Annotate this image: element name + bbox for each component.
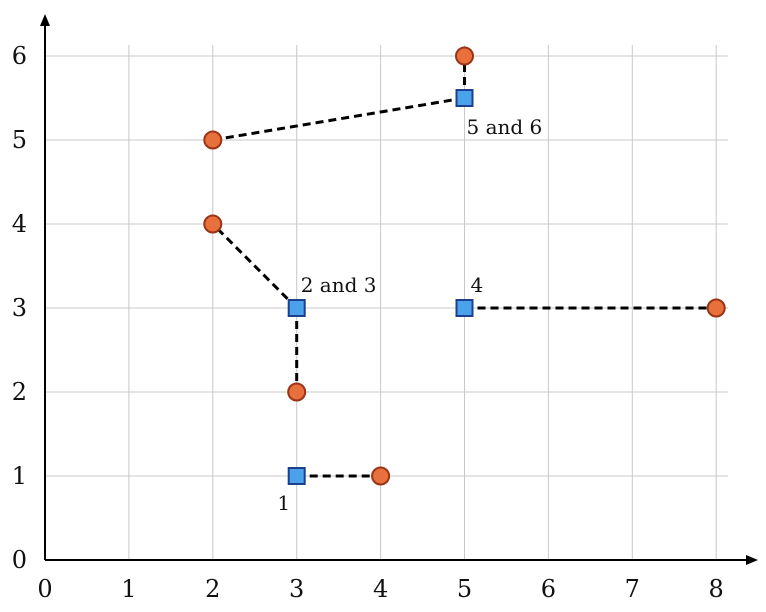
x-tick-label: 8 (709, 575, 724, 603)
point-labels: 1 2 and 3 4 5 and 6 (277, 115, 542, 515)
square-point (287, 299, 306, 317)
circle-point (455, 46, 474, 66)
point-label: 5 and 6 (467, 115, 543, 139)
circle-point (203, 130, 223, 150)
x-tick-label: 2 (205, 575, 220, 603)
link-line (211, 222, 298, 310)
link-line (212, 96, 465, 142)
y-tick-label: 0 (12, 546, 27, 574)
y-tick-label: 2 (12, 378, 27, 406)
point-label: 4 (471, 273, 484, 297)
point-label: 2 and 3 (301, 273, 377, 297)
y-tick-label: 5 (12, 126, 27, 154)
circle-point (706, 298, 726, 318)
y-tick-label: 3 (12, 294, 27, 322)
square-point (455, 89, 474, 107)
x-tick-label: 7 (625, 575, 640, 603)
circle-point (203, 214, 223, 234)
links (211, 56, 717, 478)
axes (40, 14, 758, 565)
y-tick-label: 1 (12, 462, 27, 490)
circle-point (287, 382, 307, 402)
x-tick-label: 1 (121, 575, 136, 603)
x-tick-label: 0 (37, 575, 52, 603)
y-tick-label: 4 (12, 210, 27, 238)
x-tick-label: 3 (289, 575, 304, 603)
square-points (287, 89, 474, 485)
x-tick-label: 6 (541, 575, 556, 603)
circle-point (371, 466, 391, 486)
y-axis-arrow (40, 14, 50, 26)
square-point (287, 467, 306, 485)
x-tick-label: 4 (373, 575, 388, 603)
circle-points (203, 46, 726, 486)
tick-labels: 0 1 2 3 4 5 6 7 8 0 1 2 3 4 5 6 (12, 42, 724, 603)
x-tick-label: 5 (457, 575, 472, 603)
y-tick-label: 6 (12, 42, 27, 70)
point-label: 1 (277, 491, 290, 515)
x-axis-arrow (746, 555, 758, 565)
square-point (455, 299, 474, 317)
